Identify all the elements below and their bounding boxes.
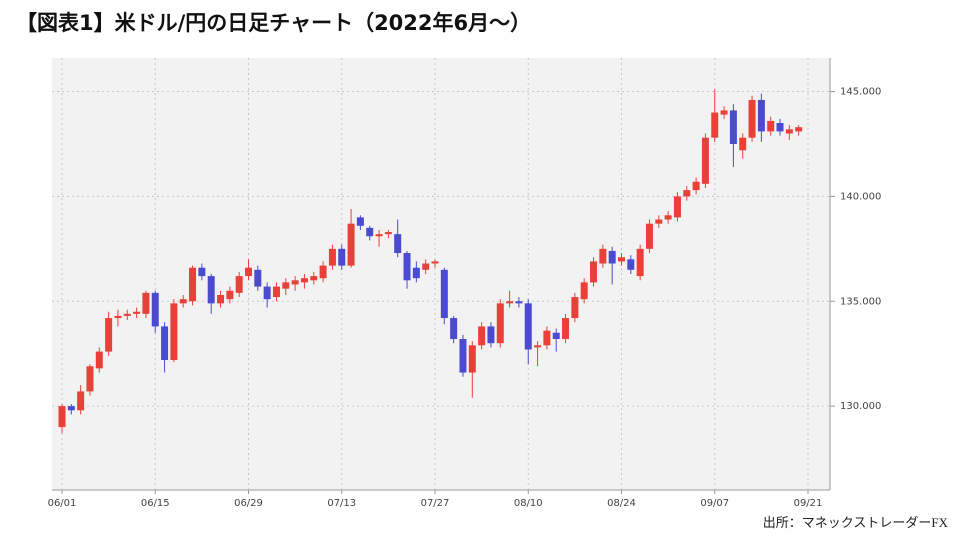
x-tick-label: 09/21	[794, 498, 823, 509]
candle-body	[636, 248, 644, 277]
candle-body	[319, 265, 327, 279]
candle-body	[77, 391, 85, 411]
candle-body	[478, 326, 486, 346]
candle-body	[739, 137, 747, 151]
candle-body	[552, 332, 560, 340]
candle-body	[412, 267, 420, 279]
candle-body	[179, 299, 187, 304]
candle-body	[795, 127, 803, 132]
candle-body	[543, 330, 551, 346]
x-tick-label: 06/01	[48, 498, 77, 509]
x-tick-label: 06/29	[234, 498, 263, 509]
candle-body	[86, 366, 94, 392]
candle-body	[151, 292, 159, 327]
candle-body	[217, 294, 225, 304]
candle-body	[748, 99, 756, 138]
source-note: 出所：マネックストレーダーFX	[763, 515, 949, 530]
candle-body	[226, 290, 234, 300]
candle-body	[272, 286, 280, 298]
candle-body	[645, 223, 653, 249]
candle-body	[701, 137, 709, 184]
candle-body	[198, 267, 206, 277]
candle-body	[673, 196, 681, 218]
candle-body	[282, 282, 290, 289]
candle-body	[95, 351, 103, 369]
candle-body	[123, 313, 131, 316]
candle-body	[618, 257, 625, 262]
candle-body	[692, 181, 700, 191]
candle-body	[347, 223, 355, 266]
candle-body	[366, 227, 374, 237]
candle-body	[338, 248, 346, 266]
x-tick-label: 07/27	[421, 498, 450, 509]
candle-body	[683, 190, 691, 197]
x-tick-label: 09/07	[700, 498, 729, 509]
x-tick-label: 08/24	[607, 498, 636, 509]
x-tick-label: 08/10	[514, 498, 543, 509]
candle-body	[562, 318, 570, 340]
candle-body	[711, 112, 719, 138]
candle-body	[590, 261, 598, 283]
candle-body	[468, 345, 476, 373]
candle-body	[487, 326, 495, 344]
candle-body	[655, 219, 663, 224]
candle-body	[534, 345, 542, 348]
candle-body	[394, 234, 402, 254]
candle-body	[720, 110, 728, 115]
candle-body	[384, 232, 392, 235]
candle-body	[599, 248, 607, 264]
candle-body	[105, 318, 113, 352]
x-tick-label: 06/15	[141, 498, 170, 509]
candle-body	[440, 269, 448, 319]
candle-body	[785, 129, 793, 134]
candle-body	[58, 406, 66, 428]
y-tick-label: 145.000	[840, 87, 881, 98]
candle-body	[459, 339, 467, 373]
candle-body	[291, 280, 299, 285]
candle-body	[515, 301, 523, 304]
candle-body	[67, 406, 75, 411]
candle-body	[263, 286, 271, 300]
candle-body	[375, 234, 383, 237]
candle-body	[729, 110, 737, 144]
candle-body	[328, 248, 336, 266]
candle-body	[403, 253, 411, 281]
candle-body	[450, 318, 458, 340]
candle-body	[767, 120, 775, 132]
candle-body	[608, 250, 616, 264]
y-tick-label: 140.000	[840, 191, 881, 202]
candle-body	[496, 303, 504, 344]
candle-body	[300, 278, 308, 283]
chart-title: 【図表1】米ドル/円の日足チャート（2022年6月〜）	[16, 11, 531, 35]
candle-body	[133, 311, 141, 314]
candle-body	[356, 217, 364, 226]
y-tick-label: 135.000	[840, 296, 881, 307]
candle-body	[776, 123, 784, 132]
candle-body	[189, 267, 197, 302]
candle-body	[161, 326, 169, 360]
candle-body	[254, 269, 262, 287]
candle-body	[422, 263, 430, 270]
candle-body	[431, 261, 439, 264]
candle-body	[310, 276, 318, 281]
candle-body	[524, 303, 532, 350]
candle-body	[627, 259, 635, 270]
candle-body	[235, 276, 243, 293]
candle-body	[506, 301, 514, 304]
candle-body	[207, 276, 215, 304]
candle-body	[170, 303, 178, 360]
y-tick-label: 130.000	[840, 401, 881, 412]
candle-body	[757, 99, 765, 132]
candle-body	[245, 267, 252, 277]
candle-body	[664, 215, 672, 220]
candle-body	[142, 292, 150, 314]
candle-body	[114, 315, 122, 319]
x-tick-label: 07/13	[327, 498, 356, 509]
candle-body	[571, 297, 579, 319]
candle-body	[580, 282, 588, 300]
